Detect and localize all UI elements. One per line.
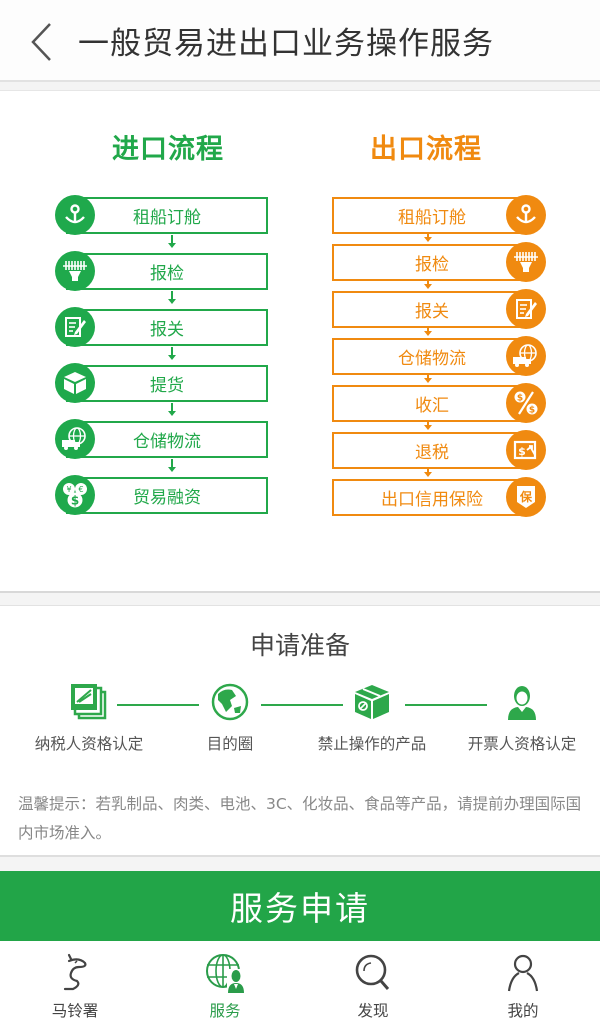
export-step-ship-booking[interactable]: 租船订舱 [332, 197, 532, 234]
arrow-down-icon [424, 468, 432, 477]
arrow-down-icon [424, 374, 432, 383]
arrow-down-icon [168, 459, 176, 472]
arrow-down-icon [424, 327, 432, 336]
import-step-inspection[interactable]: 报检 [66, 253, 268, 290]
step-label: 提货 [150, 376, 184, 396]
import-step-ship-booking[interactable]: 租船订舱 [66, 197, 268, 234]
arrow-down-icon [168, 235, 176, 248]
prep-item-label: 开票人资格认定 [467, 735, 577, 753]
connector-line [117, 704, 199, 706]
globe-truck-icon [55, 419, 95, 459]
arrow-down-icon [424, 233, 432, 242]
svg-text:$: $ [518, 445, 526, 458]
back-button[interactable] [26, 20, 60, 64]
step-label: 出口信用保险 [381, 490, 483, 510]
svg-text:$: $ [71, 494, 79, 508]
arrow-down-icon [424, 280, 432, 289]
step-label: 报检 [150, 264, 184, 284]
anchor-icon [55, 195, 95, 235]
step-label: 退税 [415, 443, 449, 463]
bottom-tab-bar: 马铃署 服务 发现 我的 [0, 941, 600, 1030]
header-bar: 一般贸易进出口业务操作服务 [0, 0, 600, 82]
user-icon [507, 954, 539, 992]
prep-item-prohibited-products[interactable]: 禁止操作的产品 [297, 682, 447, 754]
preparation-title: 申请准备 [249, 631, 350, 660]
svg-text:€: € [78, 485, 83, 494]
form-edit-icon [506, 289, 546, 329]
step-label: 收汇 [415, 396, 449, 416]
barcode-scanner-icon [506, 242, 546, 282]
step-label: 报关 [150, 320, 184, 340]
tab-mine[interactable]: 我的 [448, 941, 598, 1030]
arrow-down-icon [168, 403, 176, 416]
step-label: 贸易融资 [133, 488, 201, 508]
tab-home[interactable]: 马铃署 [0, 941, 150, 1030]
tab-label: 我的 [507, 1002, 539, 1020]
globe-icon [211, 683, 249, 721]
prep-item-invoicer-qualification[interactable]: 开票人资格认定 [447, 682, 597, 754]
insurance-shield-icon: 保 [506, 477, 546, 517]
svg-text:$: $ [517, 394, 523, 404]
step-label: 仓储物流 [133, 432, 201, 452]
tab-service[interactable]: 服务 [150, 941, 300, 1030]
import-step-customs[interactable]: 报关 [66, 309, 268, 346]
globe-truck-icon [506, 336, 546, 376]
tax-refund-icon: $ [506, 430, 546, 470]
arrow-down-icon [168, 291, 176, 304]
barcode-scanner-icon [55, 251, 95, 291]
form-edit-icon [55, 307, 95, 347]
arrow-down-icon [424, 421, 432, 430]
export-flow-title: 出口流程 [370, 134, 482, 165]
package-box-icon [55, 363, 95, 403]
service-apply-button[interactable]: 服务申请 [0, 871, 600, 941]
connector-line [405, 704, 487, 706]
export-step-customs[interactable]: 报关 [332, 291, 532, 328]
svg-text:保: 保 [519, 489, 533, 504]
step-label: 报检 [415, 255, 449, 275]
prohibited-box-icon [355, 685, 389, 719]
import-flow-title: 进口流程 [112, 134, 224, 165]
import-step-warehouse-logistics[interactable]: 仓储物流 [66, 421, 268, 458]
page-title: 一般贸易进出口业务操作服务 [78, 26, 494, 62]
export-step-inspection[interactable]: 报检 [332, 244, 532, 281]
prep-item-taxpayer-qualification[interactable]: 纳税人资格认定 [14, 682, 164, 754]
step-label: 仓储物流 [398, 349, 466, 369]
tab-label: 马铃署 [51, 1002, 99, 1020]
svg-text:¥: ¥ [66, 485, 71, 494]
prep-item-destination[interactable]: 目的圈 [155, 682, 305, 754]
prep-item-label: 纳税人资格认定 [34, 735, 144, 753]
search-icon [355, 954, 390, 990]
prep-item-label: 禁止操作的产品 [317, 735, 427, 753]
anchor-icon [506, 195, 546, 235]
step-label: 报关 [415, 302, 449, 322]
application-preparation-panel: 申请准备 纳税人资格认定 目的圈 禁止操作的产品 开票人资格认定 温馨提示：若乳… [0, 605, 600, 857]
arrow-down-icon [168, 347, 176, 360]
prep-item-label: 目的圈 [206, 735, 254, 753]
chevron-left-icon [31, 23, 51, 61]
connector-line [261, 704, 343, 706]
tab-discover[interactable]: 发现 [298, 941, 448, 1030]
warm-tip-text: 温馨提示：若乳制品、肉类、电池、3C、化妆品、食品等产品，请提前办理国际国内市场… [18, 795, 582, 842]
import-step-trade-finance[interactable]: 贸易融资 [66, 477, 268, 514]
step-label: 租船订舱 [133, 208, 201, 228]
svg-text:$: $ [529, 406, 535, 416]
globe-user-icon [206, 954, 245, 993]
tab-label: 服务 [209, 1002, 241, 1020]
dollar-exchange-icon: $ $ [506, 383, 546, 423]
export-step-tax-refund[interactable]: 退税 [332, 432, 532, 469]
person-icon [508, 686, 536, 720]
photo-stack-icon [71, 684, 107, 720]
export-step-collection[interactable]: 收汇 [332, 385, 532, 422]
tab-label: 发现 [357, 1002, 389, 1020]
currency-coins-icon: $ ¥ € [55, 475, 95, 515]
step-label: 租船订舱 [398, 208, 466, 228]
export-step-warehouse-logistics[interactable]: 仓储物流 [332, 338, 532, 375]
horse-logo-icon [63, 953, 87, 991]
process-flow-panel: 进口流程 出口流程 租船订舱 报检 报关 提货 仓储物流 贸易融资 $ ¥ [0, 90, 600, 593]
import-step-pickup[interactable]: 提货 [66, 365, 268, 402]
export-step-credit-insurance[interactable]: 出口信用保险 [332, 479, 532, 516]
